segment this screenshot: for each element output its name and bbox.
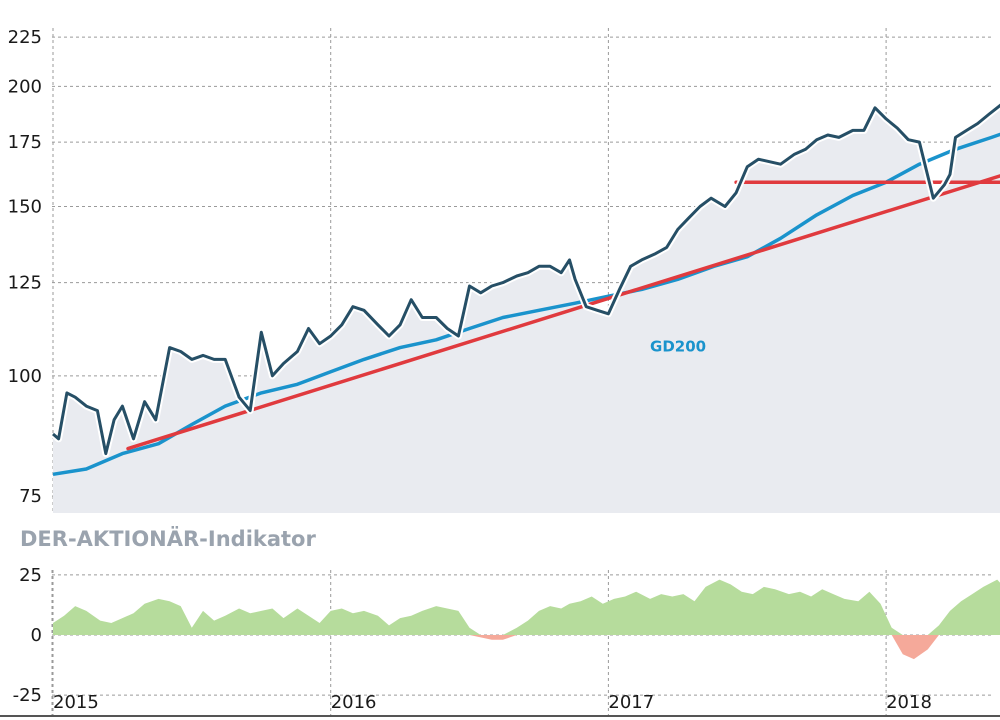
indicator-positive-area xyxy=(53,579,1000,635)
x-tick-label: 2017 xyxy=(608,692,654,713)
indicator-y-tick-label: -25 xyxy=(13,685,42,706)
moving-average-line xyxy=(52,132,1000,477)
price-y-tick-label: 175 xyxy=(8,132,42,153)
price-y-tick-label: 75 xyxy=(19,486,42,507)
price-area xyxy=(53,105,1000,513)
price-y-tick-label: 150 xyxy=(8,196,42,217)
price-y-axis: 75 100 125 150 175 200 225 xyxy=(8,27,42,507)
x-tick-label: 2018 xyxy=(886,692,932,713)
x-tick-label: 2015 xyxy=(53,692,99,713)
indicator-negative-area xyxy=(53,635,1000,660)
price-y-tick-label: 200 xyxy=(8,76,42,97)
x-axis: 2015 2016 2017 2018 xyxy=(53,692,932,713)
price-panel: 75 100 125 150 175 200 225 GD200 xyxy=(8,27,1000,513)
indicator-grid xyxy=(51,570,992,716)
indicator-title: DER-AKTIONÄR-Indikator xyxy=(20,526,316,551)
price-y-tick-label: 225 xyxy=(8,27,42,48)
ma-label: GD200 xyxy=(650,337,706,355)
indicator-y-tick-label: 0 xyxy=(31,625,42,646)
price-y-tick-label: 100 xyxy=(8,366,42,387)
price-line xyxy=(52,103,1000,456)
indicator-y-tick-label: 25 xyxy=(19,565,42,586)
indicator-y-axis: 25 0 -25 xyxy=(13,565,42,706)
price-y-tick-label: 125 xyxy=(8,273,42,294)
x-tick-label: 2016 xyxy=(331,692,377,713)
indicator-panel: 25 0 -25 xyxy=(13,565,1000,716)
